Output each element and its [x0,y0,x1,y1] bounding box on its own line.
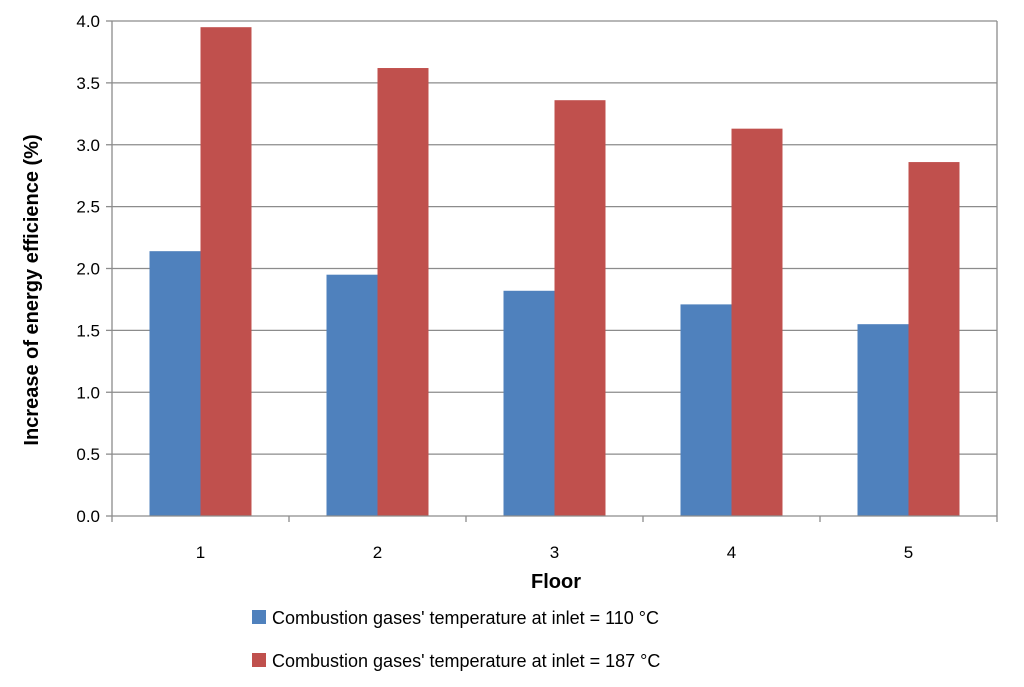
bar-110-floor-5 [857,324,909,516]
bar-110-floor-4 [680,304,732,516]
legend-label-110: Combustion gases' temperature at inlet =… [272,608,659,628]
x-tick-label: 3 [550,543,559,562]
bars [149,27,960,517]
y-tick-label: 3.0 [76,136,100,155]
y-axis-title: Increase of energy efficience (%) [21,134,43,445]
x-tick-label: 5 [904,543,913,562]
bar-187-floor-2 [377,68,429,517]
y-tick-label: 4.0 [76,12,100,31]
bar-110-floor-2 [326,274,378,516]
bar-187-floor-3 [554,100,606,516]
y-tick-label: 0.5 [76,445,100,464]
tick-labels: 0.0 0.5 1.0 1.5 2.0 2.5 3.0 3.5 4.0 1 2 3 4 5 [76,12,913,562]
bar-110-floor-3 [503,290,555,516]
x-tick-label: 1 [196,543,205,562]
y-tick-label: 0.0 [76,507,100,526]
bar-187-floor-5 [908,162,960,516]
y-tick-label: 3.5 [76,74,100,93]
legend: Combustion gases' temperature at inlet =… [252,608,660,671]
x-axis-title: Floor [531,571,581,593]
bar-187-floor-1 [200,27,252,516]
y-tick-label: 2.5 [76,198,100,217]
bar-187-floor-4 [731,128,783,516]
legend-label-187: Combustion gases' temperature at inlet =… [272,651,660,671]
x-tick-label: 4 [727,543,736,562]
legend-swatch-187 [252,653,266,667]
y-tick-label: 1.5 [76,321,100,340]
y-tick-label: 1.0 [76,383,100,402]
x-tick-label: 2 [373,543,382,562]
y-tick-label: 2.0 [76,260,100,279]
legend-swatch-110 [252,610,266,624]
axes [106,20,998,522]
bar-110-floor-1 [149,251,201,517]
